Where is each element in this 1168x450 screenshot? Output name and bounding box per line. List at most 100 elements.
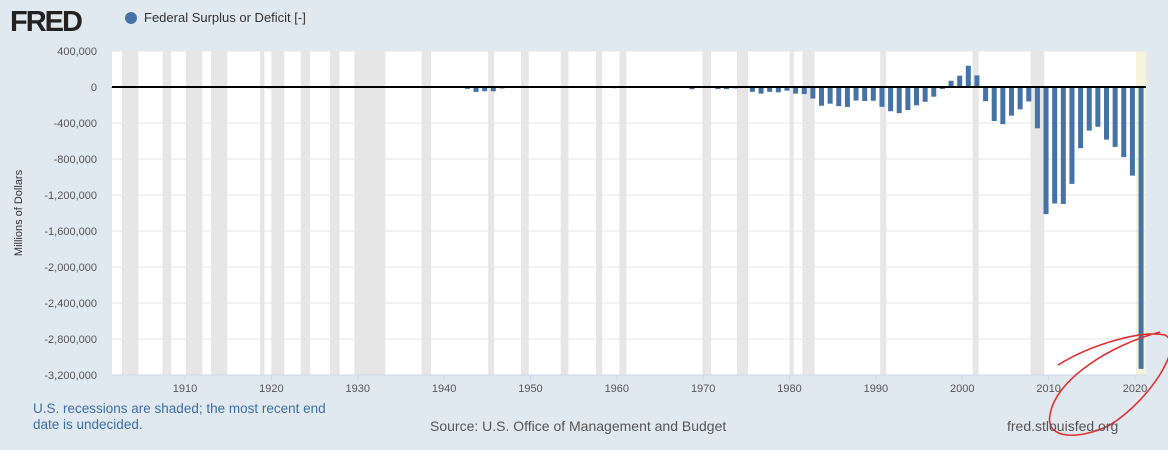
x-tick-label: 1980 <box>777 383 801 395</box>
recession-shade <box>802 51 815 375</box>
bar-1989 <box>870 87 876 101</box>
x-tick-label: 1930 <box>345 383 369 395</box>
recession-shade <box>330 51 340 375</box>
x-tick-label: 2020 <box>1123 383 1147 395</box>
x-tick-label: 1940 <box>432 383 456 395</box>
site-link[interactable]: fred.stlouisfed.org <box>1007 418 1119 434</box>
bar-2000 <box>965 65 971 87</box>
bar-2002 <box>983 87 989 102</box>
legend-dot-icon <box>125 11 137 24</box>
fred-logo[interactable]: FRED <box>10 6 83 38</box>
bar-2020 <box>1138 87 1144 369</box>
recession-shade <box>488 51 495 375</box>
x-tick-label: 2000 <box>950 383 974 395</box>
recession-shade <box>121 51 139 375</box>
bar-1990 <box>879 87 885 107</box>
bar-1943 <box>473 87 479 92</box>
y-tick-label: -1,200,000 <box>44 190 97 202</box>
bar-2013 <box>1078 87 1084 149</box>
bar-1987 <box>853 87 859 101</box>
bar-1968 <box>689 87 695 90</box>
bar-1993 <box>905 87 911 110</box>
bar-1981 <box>801 87 807 95</box>
recession-shade <box>520 51 529 375</box>
y-tick-label: -2,400,000 <box>44 298 97 310</box>
bar-1972 <box>724 87 729 90</box>
recession-shade <box>560 51 569 375</box>
bar-1975 <box>749 87 755 92</box>
recession-shade <box>421 51 432 375</box>
bar-1996 <box>931 87 937 97</box>
bar-1977 <box>767 87 773 92</box>
bar-1971 <box>715 87 721 90</box>
x-tick-label: 1970 <box>691 383 715 395</box>
source-text: Source: U.S. Office of Management and Bu… <box>430 418 727 434</box>
y-axis-label: Millions of Dollars <box>13 169 25 256</box>
recession-shade <box>271 51 285 375</box>
recession-shade <box>210 51 228 375</box>
recession-shade <box>880 51 887 375</box>
bar-1988 <box>862 87 868 101</box>
x-tick-label: 1920 <box>259 383 283 395</box>
bar-1995 <box>922 87 928 102</box>
bar-2019 <box>1129 87 1135 176</box>
bar-1992 <box>896 87 902 114</box>
bar-2006 <box>1017 87 1023 110</box>
bar-2008 <box>1034 87 1040 129</box>
bar-2015 <box>1095 87 1101 127</box>
bar-2009 <box>1043 87 1049 215</box>
bar-1978 <box>775 87 781 93</box>
recession-shade <box>162 51 172 375</box>
bar-1999 <box>957 75 963 87</box>
bar-2011 <box>1060 87 1066 204</box>
x-tick-label: 1910 <box>173 383 197 395</box>
bar-1984 <box>827 87 833 104</box>
y-tick-label: -2,000,000 <box>44 262 97 274</box>
x-tick-label: 2010 <box>1036 383 1060 395</box>
bar-2005 <box>1009 87 1014 116</box>
bar-1945 <box>490 87 496 92</box>
bar-2016 <box>1104 87 1109 140</box>
bar-2001 <box>974 75 980 87</box>
bar-1979 <box>784 87 790 91</box>
bar-1998 <box>948 80 954 87</box>
bar-1982 <box>810 87 816 99</box>
bar-2014 <box>1086 87 1092 131</box>
bar-1985 <box>836 87 842 107</box>
x-tick-label: 1950 <box>518 383 542 395</box>
bar-1991 <box>888 87 894 112</box>
bar-2004 <box>1000 87 1006 125</box>
recession-shade <box>972 51 979 375</box>
plot-area <box>112 51 1146 375</box>
bar-1983 <box>819 87 824 106</box>
recession-shade <box>354 51 386 375</box>
recession-shade <box>702 51 711 375</box>
y-tick-label: -2,800,000 <box>44 334 97 346</box>
recession-shade <box>789 51 794 375</box>
y-tick-label: -1,600,000 <box>44 226 97 238</box>
recession-shade <box>596 51 603 375</box>
recession-shade <box>736 51 749 375</box>
bar-1986 <box>844 87 850 107</box>
legend: Federal Surplus or Deficit [-] <box>125 10 306 25</box>
bar-1944 <box>482 87 488 92</box>
bar-2012 <box>1069 87 1075 184</box>
recession-shade <box>260 51 265 375</box>
bar-1994 <box>914 87 919 106</box>
red-annotation-circle <box>1048 331 1168 436</box>
y-tick-label: 0 <box>91 82 97 94</box>
x-tick-label: 1960 <box>605 383 629 395</box>
recession-shade <box>300 51 311 375</box>
y-tick-label: -3,200,000 <box>44 370 97 382</box>
recession-shade <box>619 51 627 375</box>
legend-label: Federal Surplus or Deficit [-] <box>144 10 306 25</box>
recession-note: U.S. recessions are shaded; the most rec… <box>33 401 326 432</box>
bar-2018 <box>1121 87 1127 158</box>
bar-2007 <box>1026 87 1032 102</box>
y-tick-label: 400,000 <box>57 46 97 58</box>
bar-1976 <box>758 87 764 94</box>
bar-1980 <box>793 87 799 94</box>
x-tick-label: 1990 <box>864 383 888 395</box>
y-tick-label: -800,000 <box>54 154 97 166</box>
